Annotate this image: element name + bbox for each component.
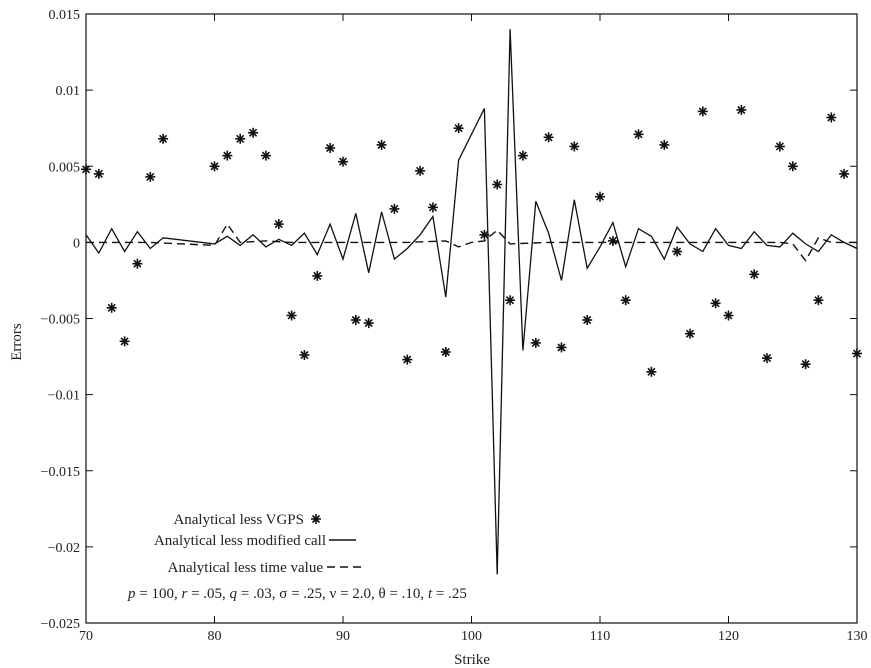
legend-item-vgps: Analytical less VGPS — [173, 512, 321, 528]
vgps-point — [325, 143, 336, 153]
vgps-point — [158, 133, 169, 144]
y-tick-label: 0 — [73, 236, 80, 251]
vgps-point — [415, 165, 426, 176]
vgps-point — [813, 295, 824, 306]
y-tick-label: −0.015 — [41, 465, 80, 480]
vgps-point — [350, 315, 361, 325]
vgps-point — [569, 141, 580, 152]
vgps-point — [749, 269, 760, 280]
vgps-point — [479, 229, 490, 240]
vgps-point — [492, 179, 503, 190]
vgps-point — [505, 295, 515, 306]
vgps-point — [607, 235, 618, 246]
vgps-point — [685, 328, 695, 339]
x-axis-label: Strike — [454, 652, 490, 668]
vgps-point — [839, 168, 850, 179]
vgps-point — [209, 161, 220, 172]
vgps-point — [723, 310, 734, 321]
vgps-point — [595, 191, 605, 202]
y-tick-label: −0.01 — [48, 389, 80, 404]
vgps-point — [646, 366, 657, 377]
legend-label-vgps: Analytical less VGPS — [173, 512, 304, 528]
vgps-point — [852, 348, 862, 359]
vgps-point — [235, 133, 246, 144]
legend-asterisk — [311, 514, 321, 524]
y-axis-label: Errors — [9, 323, 25, 361]
vgps-point — [299, 350, 310, 360]
vgps-point — [659, 139, 670, 150]
vgps-point — [774, 141, 785, 152]
vgps-point — [672, 246, 683, 257]
vgps-point — [530, 337, 541, 348]
vgps-point — [697, 106, 708, 117]
vgps-point — [556, 342, 567, 353]
vgps-point — [633, 129, 644, 140]
x-tick-label: 130 — [847, 629, 868, 644]
vgps-point — [145, 171, 156, 182]
legend-item-time-value: Analytical less time value — [168, 560, 362, 576]
legend-item-modified-call: Analytical less modified call — [154, 533, 356, 549]
vgps-point — [787, 161, 798, 172]
vgps-point — [260, 150, 271, 161]
x-tick-label: 70 — [79, 629, 93, 644]
vgps-point — [338, 156, 348, 167]
vgps-point — [427, 202, 438, 213]
vgps-point — [363, 318, 374, 329]
y-tick-label: 0.005 — [49, 160, 81, 175]
x-tick-label: 100 — [461, 629, 482, 644]
x-tick-label: 80 — [208, 629, 222, 644]
vgps-point — [543, 132, 554, 143]
vgps-point — [132, 258, 143, 269]
legend-label-modified-call: Analytical less modified call — [154, 533, 326, 549]
vgps-point — [312, 270, 323, 281]
plot-area — [81, 29, 862, 575]
series-line-time-value — [86, 222, 857, 262]
vgps-point — [222, 150, 233, 161]
vgps-point — [106, 302, 117, 313]
vgps-point — [517, 150, 528, 161]
vgps-point — [81, 164, 91, 175]
legend: Analytical less VGPS Analytical less mod… — [154, 512, 362, 576]
vgps-point — [248, 127, 259, 138]
vgps-point — [273, 219, 284, 230]
vgps-point — [826, 112, 837, 123]
y-tick-label: −0.005 — [41, 313, 80, 328]
vgps-point — [710, 298, 721, 309]
vgps-point — [119, 336, 130, 347]
vgps-point — [582, 315, 593, 325]
parameter-annotation: p = 100, r = .05, q = .03, σ = .25, ν = … — [127, 586, 467, 602]
vgps-point — [800, 359, 811, 370]
y-tick-label: −0.02 — [48, 541, 80, 556]
vgps-point — [93, 168, 104, 179]
vgps-point — [286, 310, 297, 321]
x-ticks: 70 80 90 100 110 120 130 — [79, 14, 868, 644]
x-tick-label: 120 — [718, 629, 739, 644]
vgps-point — [453, 123, 464, 134]
legend-label-time-value: Analytical less time value — [168, 560, 324, 576]
y-tick-label: −0.025 — [41, 617, 80, 632]
vgps-point — [762, 353, 772, 364]
vgps-point — [736, 104, 747, 115]
vgps-point — [389, 203, 400, 214]
y-tick-label: 0.01 — [56, 84, 81, 99]
series-line-modified-call — [85, 29, 858, 575]
vgps-point — [402, 354, 413, 365]
vgps-point — [376, 139, 387, 150]
vgps-point — [620, 295, 631, 306]
vgps-point — [440, 347, 451, 357]
legend-asterisk-marker — [311, 514, 321, 524]
x-tick-label: 110 — [590, 629, 610, 644]
y-tick-label: 0.015 — [49, 8, 81, 23]
x-tick-label: 90 — [336, 629, 350, 644]
